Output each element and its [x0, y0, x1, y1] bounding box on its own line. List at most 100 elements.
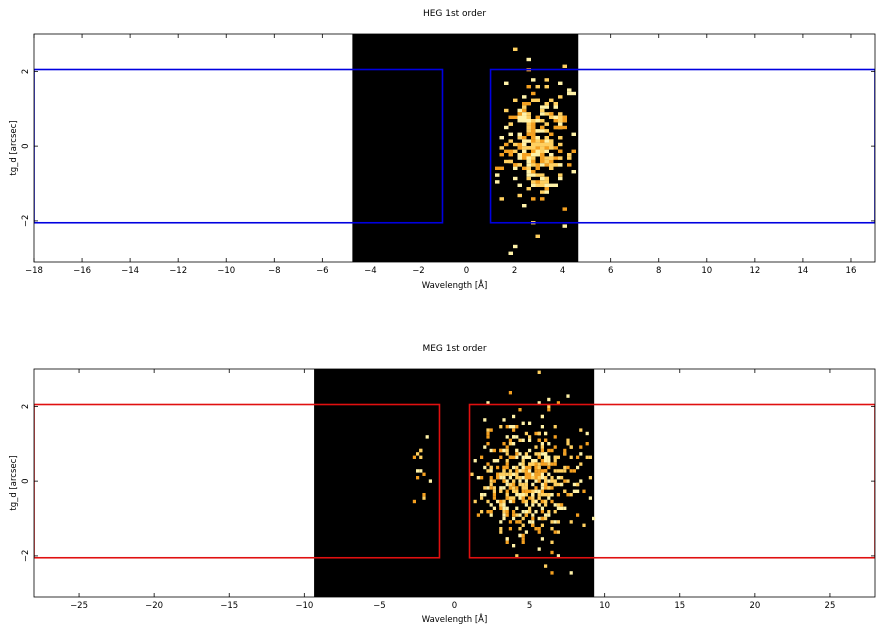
y-tick-label: 0	[21, 143, 31, 148]
event-pixel	[504, 159, 509, 164]
event-pixels	[495, 47, 576, 255]
event-pixel	[566, 493, 570, 497]
event-pixel	[512, 455, 516, 459]
event-pixel	[528, 421, 532, 425]
event-pixel	[524, 431, 528, 436]
event-pixel	[517, 193, 522, 198]
event-pixel	[517, 112, 522, 116]
event-pixel	[560, 506, 564, 510]
event-pixel	[505, 537, 509, 541]
event-pixel	[505, 479, 509, 483]
event-pixel	[496, 472, 500, 476]
event-pixel	[518, 476, 522, 480]
event-pixel	[505, 540, 509, 544]
event-pixel	[508, 438, 512, 442]
event-pixel	[576, 465, 580, 470]
event-pixel	[540, 190, 545, 194]
event-pixel	[544, 516, 548, 521]
x-tick-label: 15	[674, 601, 685, 611]
event-pixel	[486, 486, 490, 490]
event-pixel	[512, 479, 516, 483]
x-tick-label: −8	[268, 266, 281, 276]
event-pixel	[540, 459, 544, 463]
event-pixel	[531, 183, 536, 187]
event-pixel	[537, 370, 541, 374]
event-pixel	[505, 510, 509, 514]
event-pixel	[524, 493, 528, 497]
event-pixel	[540, 462, 544, 466]
event-pixel	[537, 472, 541, 476]
event-pixel	[563, 452, 567, 456]
x-axis-label: Wavelength [Å]	[422, 613, 488, 625]
event-pixel	[521, 537, 525, 541]
event-pixel	[558, 142, 563, 147]
event-pixel	[544, 146, 549, 150]
event-pixel	[528, 469, 532, 473]
event-pixel	[518, 533, 522, 538]
event-pixel	[492, 489, 496, 493]
event-pixel	[553, 115, 558, 119]
event-pixel	[553, 482, 557, 487]
event-pixel	[515, 493, 519, 497]
region-minus_order	[34, 403, 441, 559]
event-pixel	[524, 482, 528, 487]
event-pixel	[535, 180, 540, 184]
event-pixel	[492, 479, 496, 483]
event-pixel	[569, 455, 573, 459]
event-pixel	[535, 149, 540, 153]
event-pixel	[544, 78, 549, 82]
event-pixel	[526, 129, 531, 133]
event-pixel	[499, 503, 503, 507]
y-tick-label: −2	[21, 215, 31, 228]
event-pixel	[422, 472, 426, 476]
event-pixel	[556, 469, 560, 473]
event-pixel	[496, 499, 500, 504]
event-pixel	[517, 146, 522, 150]
event-pixel	[549, 156, 554, 160]
event-pixel	[526, 102, 531, 106]
event-pixel	[544, 564, 548, 568]
event-pixel	[534, 527, 538, 531]
event-pixel	[547, 462, 551, 466]
event-pixel	[489, 479, 493, 483]
event-pixel	[522, 153, 527, 157]
event-pixel	[512, 499, 516, 504]
event-pixel	[495, 180, 500, 184]
event-pixel	[505, 425, 509, 429]
event-pixel	[535, 166, 540, 170]
event-pixel	[553, 455, 557, 459]
event-pixel	[544, 183, 549, 187]
event-pixel	[492, 493, 496, 497]
event-pixel	[512, 442, 516, 446]
event-pixel	[495, 166, 500, 170]
event-pixel	[524, 452, 528, 456]
event-pixel	[556, 401, 560, 405]
event-pixel	[540, 176, 545, 181]
event-pixel	[505, 489, 509, 493]
event-pixel	[550, 479, 554, 483]
event-pixel	[505, 448, 509, 453]
x-tick-label: 25	[825, 601, 836, 611]
event-pixel	[576, 482, 580, 487]
event-pixel	[508, 455, 512, 459]
event-pixel	[547, 459, 551, 463]
event-pixel	[517, 136, 522, 140]
event-pixel	[505, 493, 509, 497]
event-pixel	[531, 476, 535, 480]
event-pixel	[550, 448, 554, 453]
event-pixel	[549, 112, 554, 116]
event-pixel	[508, 486, 512, 490]
event-pixel	[521, 499, 525, 504]
event-pixel	[540, 472, 544, 476]
event-pixel	[550, 571, 554, 575]
event-pixel	[544, 102, 549, 106]
event-pixel	[502, 448, 506, 453]
event-pixel	[502, 506, 506, 510]
event-pixel	[540, 516, 544, 521]
event-pixel	[537, 496, 541, 500]
event-pixel	[562, 115, 567, 119]
event-pixel	[521, 465, 525, 470]
event-pixel	[515, 425, 519, 429]
x-tick-label: −15	[220, 601, 238, 611]
